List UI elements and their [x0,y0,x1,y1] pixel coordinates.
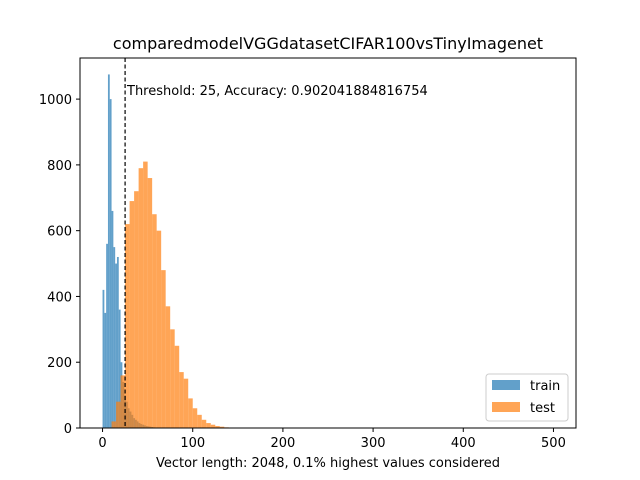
bar-test-9 [152,214,157,428]
x-axis-ticks: 0 100 200 300 400 500 [98,428,566,451]
bar-test-13 [170,329,175,428]
bar-test-2 [120,375,126,428]
x-tick-label: 200 [270,436,295,451]
bars-layer [102,74,229,429]
bar-train-5 [111,210,114,428]
legend-label-test: test [530,401,555,416]
bar-train-3 [107,74,110,428]
bar-test-1 [116,401,121,428]
y-tick-label: 1000 [39,93,72,108]
bar-test-6 [138,168,144,428]
y-tick-label: 400 [47,290,72,305]
bar-train-0 [102,289,105,428]
bar-train-2 [106,243,108,428]
x-tick-label: 400 [451,436,476,451]
bar-train-9 [118,309,121,428]
bar-test-16 [183,378,189,428]
legend-swatch-test [492,402,520,412]
bar-test-18 [192,408,198,428]
legend-swatch-train [492,380,520,390]
series-test [111,161,229,428]
bar-train-7 [115,263,117,428]
bar-test-7 [143,161,148,428]
bar-test-8 [147,178,153,428]
y-tick-label: 800 [47,159,72,174]
bar-test-24 [219,426,225,428]
bar-test-12 [165,306,171,428]
bar-test-11 [161,270,166,428]
bar-test-0 [111,421,117,428]
threshold-annotation: Threshold: 25, Accuracy: 0.9020418848167… [126,84,428,99]
bar-train-4 [109,99,112,429]
bar-train-6 [113,247,116,428]
bar-test-4 [129,201,135,428]
legend: train test [485,373,569,422]
y-tick-label: 600 [47,225,72,240]
bar-test-10 [156,230,162,428]
x-axis-label: Vector length: 2048, 0.1% highest values… [156,456,500,471]
bar-train-1 [104,312,107,428]
y-tick-label: 0 [64,422,72,437]
y-axis-ticks: 0 200 400 600 800 1000 [39,93,80,437]
x-tick-label: 100 [180,436,205,451]
x-tick-label: 500 [541,436,566,451]
bar-test-20 [201,419,207,428]
x-tick-label: 0 [98,436,106,451]
bar-test-3 [125,224,130,428]
y-tick-label: 200 [47,356,72,371]
bar-test-5 [134,191,139,428]
bar-test-15 [179,372,184,428]
bar-test-17 [188,398,193,428]
plot-frame [79,57,577,429]
bar-test-23 [215,426,220,428]
bar-test-21 [206,423,211,428]
bar-test-19 [197,414,202,428]
bar-test-14 [174,345,180,428]
chart-title: comparedmodelVGGdatasetCIFAR100vsTinyIma… [113,34,543,53]
bar-train-8 [116,256,119,428]
legend-label-train: train [530,379,560,394]
x-tick-label: 300 [361,436,386,451]
bar-test-22 [210,424,216,428]
